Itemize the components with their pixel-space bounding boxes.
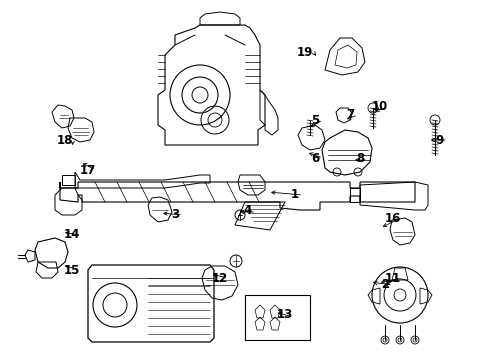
Text: 18: 18: [57, 134, 73, 147]
Text: 3: 3: [171, 208, 179, 221]
Text: 15: 15: [63, 264, 80, 276]
Text: 11: 11: [384, 271, 400, 284]
Text: 17: 17: [80, 163, 96, 176]
Text: 6: 6: [310, 152, 319, 165]
Text: 9: 9: [435, 134, 443, 147]
Text: 12: 12: [211, 271, 228, 284]
Text: 8: 8: [355, 152, 364, 165]
Text: 19: 19: [296, 45, 312, 58]
Text: 7: 7: [345, 108, 353, 122]
Text: 14: 14: [63, 229, 80, 242]
Bar: [244, 295, 309, 340]
Text: 13: 13: [276, 309, 292, 321]
Text: 10: 10: [371, 100, 387, 113]
Text: 4: 4: [244, 203, 252, 216]
Text: 2: 2: [380, 279, 388, 292]
Text: 16: 16: [384, 211, 400, 225]
Text: 1: 1: [290, 189, 299, 202]
Text: 5: 5: [310, 113, 319, 126]
